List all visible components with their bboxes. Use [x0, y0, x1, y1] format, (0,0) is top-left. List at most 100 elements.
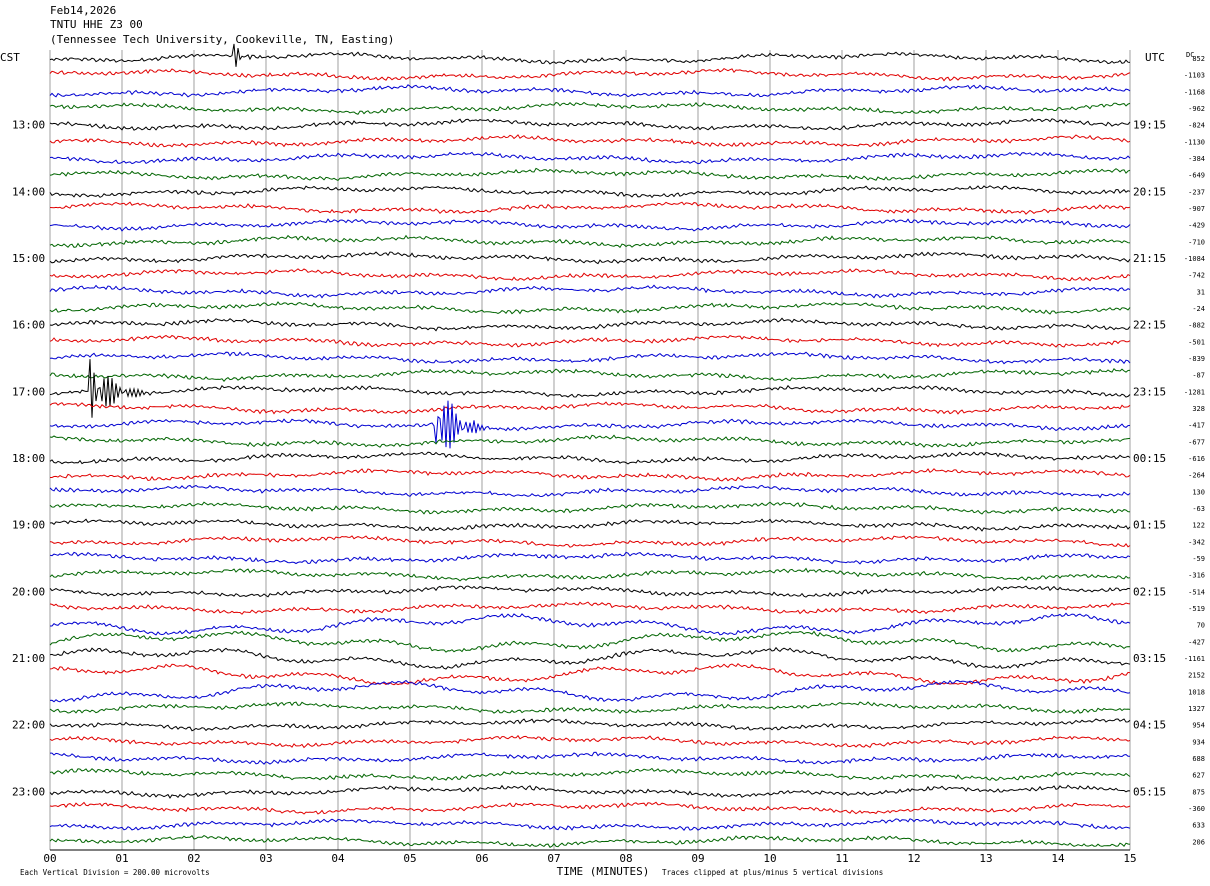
utc-hour-label: 05:15 — [1133, 785, 1166, 798]
dc-offset-label: -962 — [1188, 105, 1205, 113]
utc-axis-label: UTC — [1145, 51, 1165, 64]
dc-offset-label: -882 — [1188, 322, 1205, 330]
trace-line — [49, 201, 1131, 215]
trace-line — [49, 67, 1131, 82]
trace-line — [49, 284, 1131, 299]
location-label: (Tennessee Tech University, Cookeville, … — [50, 33, 395, 46]
dc-offset-label: -264 — [1188, 472, 1205, 480]
trace-line — [49, 679, 1131, 703]
dc-offset-label: 852 — [1192, 55, 1205, 63]
x-tick-label: 10 — [763, 852, 776, 865]
dc-offset-label: 70 — [1197, 622, 1205, 630]
dc-offset-label: 206 — [1192, 838, 1205, 846]
trace-line — [49, 218, 1131, 232]
dc-offset-label: -237 — [1188, 188, 1205, 196]
dc-offset-label: -1161 — [1184, 655, 1205, 663]
trace-line — [49, 518, 1131, 532]
trace-line — [49, 501, 1131, 515]
utc-hour-label: 19:15 — [1133, 119, 1166, 132]
cst-hour-label: 23:00 — [12, 785, 45, 798]
utc-hour-label: 03:15 — [1133, 652, 1166, 665]
trace-line — [49, 434, 1131, 448]
trace-line — [49, 117, 1131, 131]
trace-line — [49, 784, 1131, 799]
utc-hour-label: 21:15 — [1133, 252, 1166, 265]
utc-hour-label: 20:15 — [1133, 185, 1166, 198]
dc-offset-label: -677 — [1188, 438, 1205, 446]
trace-line — [49, 801, 1131, 815]
trace-line — [50, 612, 1131, 636]
dc-offset-label: -710 — [1188, 238, 1205, 246]
trace-line — [49, 535, 1131, 548]
dc-offset-label: 934 — [1192, 738, 1205, 746]
dc-offset-label: -742 — [1188, 272, 1205, 280]
trace-line — [49, 662, 1131, 686]
station-label: TNTU HHE Z3 00 — [50, 18, 143, 31]
cst-axis-label: CST — [0, 51, 20, 64]
dc-offset-label: 875 — [1192, 788, 1205, 796]
trace-line — [49, 151, 1131, 165]
trace-line — [50, 751, 1131, 765]
trace-line — [49, 334, 1131, 348]
trace-line — [49, 834, 1131, 848]
dc-offset-label: -1084 — [1184, 255, 1205, 263]
utc-hour-label: 23:15 — [1133, 385, 1166, 398]
cst-hour-label: 22:00 — [12, 719, 45, 732]
utc-hour-label: 04:15 — [1133, 719, 1166, 732]
dc-offset-label: -342 — [1188, 538, 1205, 546]
trace-line — [49, 630, 1131, 653]
dc-offset-label: -839 — [1188, 355, 1205, 363]
trace-line — [49, 317, 1131, 332]
x-tick-label: 13 — [979, 852, 992, 865]
utc-hour-label: 00:15 — [1133, 452, 1166, 465]
x-tick-label: 03 — [259, 852, 272, 865]
cst-hour-label: 18:00 — [12, 452, 45, 465]
dc-offset-label: 633 — [1192, 822, 1205, 830]
dc-offset-label: 688 — [1192, 755, 1205, 763]
utc-hour-label: 01:15 — [1133, 519, 1166, 532]
dc-offset-label: 31 — [1197, 288, 1205, 296]
dc-offset-label: 2152 — [1188, 672, 1205, 680]
x-tick-label: 06 — [475, 852, 488, 865]
trace-line — [49, 351, 1131, 365]
trace-line — [49, 451, 1131, 465]
utc-hour-label: 22:15 — [1133, 319, 1166, 332]
dc-offset-label: 954 — [1192, 722, 1205, 730]
trace-line — [49, 101, 1131, 115]
axis-labels: 00 01 02 03 04 05 06 07 08 09 10 11 12 13 14 15 852 -1103… — [12, 55, 1205, 865]
dc-offset-label: -429 — [1188, 222, 1205, 230]
trace-line — [49, 585, 1131, 598]
trace-line — [49, 718, 1131, 732]
trace-line — [49, 234, 1131, 249]
trace-line — [49, 484, 1131, 499]
cst-hour-label: 17:00 — [12, 385, 45, 398]
dc-offset-label: -514 — [1188, 588, 1205, 596]
dc-offset-label: -24 — [1192, 305, 1205, 313]
trace-line — [50, 468, 1131, 482]
dc-offset-label: -59 — [1192, 555, 1205, 563]
x-tick-label: 01 — [115, 852, 128, 865]
trace-line — [49, 251, 1131, 265]
dc-offset-label: -1103 — [1184, 72, 1205, 80]
cst-hour-label: 14:00 — [12, 185, 45, 198]
trace-line — [49, 734, 1131, 749]
trace-line — [49, 84, 1131, 98]
x-tick-label: 00 — [43, 852, 56, 865]
dc-offset-label: -427 — [1188, 638, 1205, 646]
trace-line — [49, 359, 1131, 418]
trace-line — [49, 301, 1131, 315]
seismic-traces — [49, 43, 1131, 848]
trace-line — [49, 167, 1131, 182]
dc-offset-label: -1130 — [1184, 138, 1205, 146]
trace-line — [49, 185, 1131, 199]
x-tick-label: 15 — [1123, 852, 1136, 865]
trace-line — [49, 767, 1131, 782]
dc-offset-label: -907 — [1188, 205, 1205, 213]
trace-line — [49, 551, 1131, 565]
dc-offset-label: -87 — [1192, 372, 1205, 380]
cst-hour-label: 15:00 — [12, 252, 45, 265]
x-tick-label: 14 — [1051, 852, 1065, 865]
trace-line — [49, 567, 1131, 582]
cst-hour-label: 20:00 — [12, 585, 45, 598]
